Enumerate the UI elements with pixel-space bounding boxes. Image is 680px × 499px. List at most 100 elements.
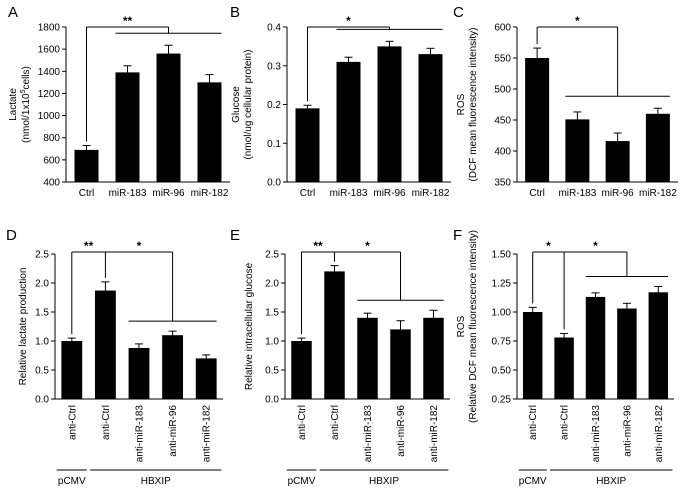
x-category-label: anti-Ctrl [330,405,341,440]
x-category-label: miR-183 [558,188,596,199]
y-tick-label: 1200 [38,89,61,100]
y-axis-label-line1: Glucose [231,86,242,123]
y-tick-label: 0.25 [492,395,512,406]
x-category-label: anti-miR-182 [654,405,665,463]
x-category-label: anti-miR-96 [622,405,633,457]
y-tick-label: 0.75 [492,337,512,348]
y-tick-label: 2.0 [265,279,279,290]
panel-c: C 350 400 450 500 550 600 ROS (DCF mean fluoresc… [453,4,678,199]
panel-letter: D [6,227,17,244]
y-axis-label-line2: (DCF mean fluorescence intensity) [468,28,479,182]
bar [522,312,543,399]
x-category-label: Ctrl [300,188,316,199]
y-axis-label-superscript: 5 [20,89,27,93]
y-tick-label: 0.0 [35,395,49,406]
bar [554,337,574,399]
panel-letter: F [453,227,462,244]
significance-label: ** [313,239,323,253]
bar [324,271,345,399]
significance-label: ** [123,14,133,28]
bar [377,46,402,182]
x-category-label: anti-Ctrl [297,405,308,440]
x-category-label: miR-182 [412,188,450,199]
group-label: HBXIP [369,476,399,487]
x-category-label: anti-Ctrl [560,405,571,440]
panel-letter: A [8,4,18,21]
x-category-label: miR-183 [109,188,147,199]
significance-label: * [593,239,598,253]
bar [128,347,150,399]
y-tick-label: 2.5 [265,250,279,261]
y-tick-label: 0.3 [267,61,281,72]
bar [74,149,99,182]
y-tick-label: 600 [43,155,60,166]
y-axis-label: Relative intracellular glucose [244,262,255,390]
x-category-label: miR-182 [191,188,229,199]
bar [291,341,312,399]
y-tick-label: 1.50 [492,250,512,261]
bar [336,61,361,182]
y-tick-label: 0.0 [267,178,281,189]
y-tick-label: 0.1 [267,139,281,150]
bar [295,108,320,182]
x-category-label: Ctrl [79,188,95,199]
y-axis-label-part: (nmol/1x10 [21,93,32,143]
y-tick-label: 0.5 [35,366,49,377]
panel-letter: B [230,4,240,21]
bar [94,290,116,399]
panel-e: E 0.0 0.5 1.0 1.5 2.0 2.5 Relative intracellula… [230,227,450,487]
bar [645,113,670,182]
x-category-label: anti-miR-183 [591,405,602,463]
x-category-label: miR-182 [639,188,677,199]
x-category-label: anti-Ctrl [101,405,112,440]
y-tick-label: 350 [494,178,511,189]
x-category-label: anti-miR-182 [429,405,440,463]
y-tick-label: 1.5 [265,308,279,319]
bar [61,341,83,399]
bar [197,82,222,182]
y-axis-label-line2: (nmol/1x105cells) [20,66,32,143]
y-tick-label: 1.0 [35,337,49,348]
y-tick-label: 1400 [38,67,61,78]
panel-a: A 400 600 800 1000 1200 1400 1600 1800 Lactate (nm… [8,4,230,199]
y-tick-label: 1600 [38,45,61,56]
panel-d: D 0.0 0.5 1.0 1.5 2.0 2.5 Relative lactate prod… [6,227,223,487]
panel-f: F 0.25 0.50 0.75 1.00 1.25 1.50 ROS (Relative DC… [453,227,674,487]
significance-label: * [137,239,142,253]
panel-letter: C [453,4,464,21]
x-category-label: anti-miR-183 [363,405,374,463]
x-category-label: miR-96 [602,188,635,199]
bar [162,335,184,399]
group-label: pCMV [58,476,86,487]
significance-label: * [575,14,580,28]
y-tick-label: 450 [494,116,511,127]
y-axis-label-line1: Lactate [8,88,19,121]
y-axis-label-line2: (nmol/ug cellular protein) [243,49,254,159]
y-tick-label: 1000 [38,111,61,122]
bar [617,308,637,399]
group-label: HBXIP [141,476,171,487]
y-axis-label-line2: (Relative DCF mean fluorescence intensit… [468,230,479,423]
y-tick-label: 550 [494,54,511,65]
significance-label: ** [84,239,94,253]
x-category-label: anti-miR-183 [135,405,146,463]
y-tick-label: 0.4 [267,23,281,34]
bar [418,54,443,182]
y-tick-label: 600 [494,23,511,34]
bar [648,292,669,399]
y-tick-label: 2.5 [35,250,49,261]
y-tick-label: 1.25 [492,279,512,290]
x-category-label: anti-miR-182 [202,405,213,463]
panel-letter: E [230,227,240,244]
x-category-label: Ctrl [529,188,545,199]
x-category-label: anti-Ctrl [67,405,78,440]
group-label: pCMV [519,476,547,487]
y-axis-label-part: cells) [21,66,32,89]
bar [585,296,606,399]
y-tick-label: 0.2 [267,100,281,111]
significance-label: * [346,14,351,28]
y-tick-label: 400 [43,178,60,189]
bar [525,58,550,182]
group-label: HBXIP [596,476,626,487]
